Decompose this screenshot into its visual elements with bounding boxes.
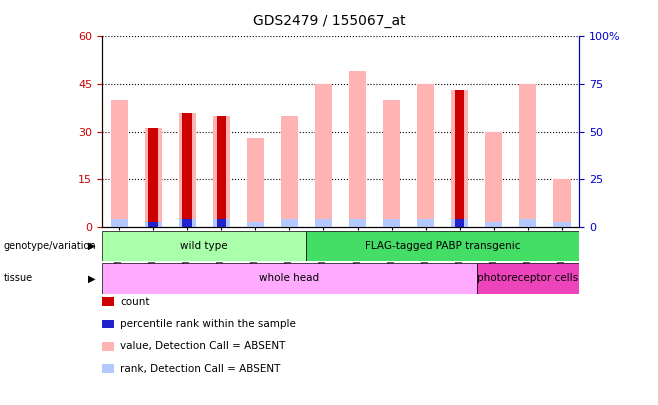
Bar [111, 219, 128, 227]
Text: percentile rank within the sample: percentile rank within the sample [120, 319, 296, 329]
Text: GDS2479 / 155067_at: GDS2479 / 155067_at [253, 14, 405, 28]
Bar [553, 222, 570, 227]
Bar [553, 179, 570, 227]
Bar [216, 116, 226, 227]
Bar [182, 113, 192, 227]
Text: tissue: tissue [3, 273, 32, 283]
Bar [213, 219, 230, 227]
Bar [486, 222, 502, 227]
Bar [383, 219, 400, 227]
Bar [349, 219, 366, 227]
Bar [213, 116, 230, 227]
Bar [383, 100, 400, 227]
Text: ▶: ▶ [88, 273, 95, 283]
Bar [349, 71, 366, 227]
Bar [145, 128, 162, 227]
Bar [417, 84, 434, 227]
Text: whole head: whole head [259, 273, 320, 283]
Text: genotype/variation: genotype/variation [3, 241, 96, 251]
Bar [451, 90, 468, 227]
Bar [477, 263, 579, 294]
Bar [455, 219, 465, 227]
Text: value, Detection Call = ABSENT: value, Detection Call = ABSENT [120, 341, 286, 351]
Bar [102, 231, 307, 261]
Bar [102, 263, 477, 294]
Bar [216, 219, 226, 227]
Bar [145, 222, 162, 227]
Bar [111, 100, 128, 227]
Bar [281, 116, 298, 227]
Bar [179, 219, 195, 227]
Text: photoreceptor cells: photoreceptor cells [477, 273, 578, 283]
Bar [182, 219, 192, 227]
Bar [315, 219, 332, 227]
Bar [519, 219, 536, 227]
Text: wild type: wild type [180, 241, 228, 251]
Bar [455, 90, 465, 227]
Bar [281, 219, 298, 227]
Bar [149, 222, 158, 227]
Text: FLAG-tagged PABP transgenic: FLAG-tagged PABP transgenic [365, 241, 520, 251]
Bar [247, 222, 264, 227]
Bar [451, 219, 468, 227]
Text: ▶: ▶ [88, 241, 95, 251]
Bar [486, 132, 502, 227]
Bar [315, 84, 332, 227]
Bar [179, 113, 195, 227]
Bar [307, 231, 579, 261]
Bar [417, 219, 434, 227]
Text: rank, Detection Call = ABSENT: rank, Detection Call = ABSENT [120, 364, 281, 373]
Bar [149, 128, 158, 227]
Text: count: count [120, 297, 150, 307]
Bar [519, 84, 536, 227]
Bar [247, 138, 264, 227]
